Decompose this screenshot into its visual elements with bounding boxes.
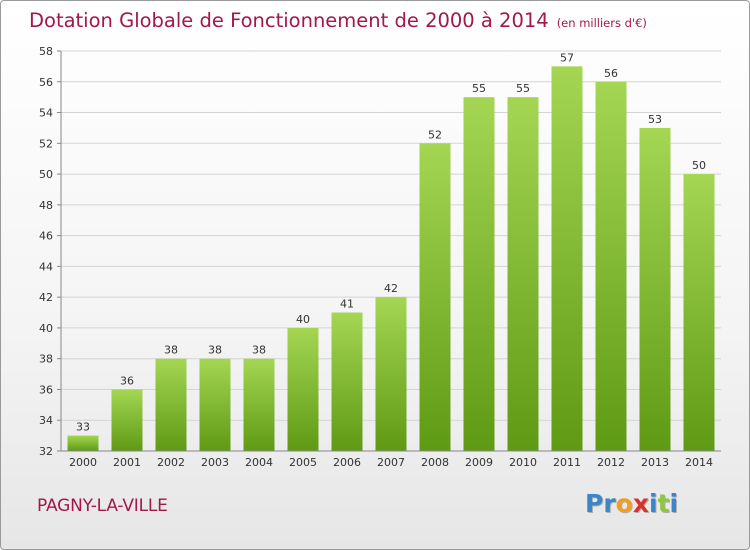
value-label: 33 [76,421,90,434]
y-tick-label: 38 [39,353,53,366]
x-tick-label: 2000 [69,456,97,469]
logo-letter: x [632,489,649,518]
chart-title: Dotation Globale de Fonctionnement de 20… [29,9,647,32]
y-tick-label: 50 [39,168,53,181]
bar-2002 [155,358,187,451]
logo-letter: r [603,489,616,518]
bar-2008 [419,143,451,452]
bar-2001 [111,389,143,451]
logo-letter: i [669,489,679,518]
bar-2006 [331,312,363,451]
logo-letter: t [657,489,670,518]
y-tick-label: 32 [39,445,53,458]
value-label: 40 [296,313,310,326]
x-tick-label: 2005 [289,456,317,469]
x-tick-label: 2002 [157,456,185,469]
chart-subtitle: (en milliers d'€) [556,16,647,30]
bar-2011 [551,66,583,451]
y-tick-label: 36 [39,383,53,396]
logo-letter: o [615,489,633,518]
logo-letter: i [649,489,658,518]
x-tick-label: 2010 [509,456,537,469]
bar-2009 [463,97,495,452]
bar-2003 [199,358,231,451]
value-label: 55 [516,82,530,95]
y-tick-label: 34 [39,414,53,427]
y-tick-label: 48 [39,199,53,212]
logo-letter: P [585,489,604,518]
bar-2005 [287,327,319,451]
location-label: PAGNY-LA-VILLE [37,496,168,516]
y-tick-label: 52 [39,137,53,150]
x-tick-label: 2001 [113,456,141,469]
bar-2013 [639,127,671,451]
value-label: 55 [472,82,486,95]
x-axis: 2000 2001 2002 2003 2004 2005 2006 2007 2008 2009… [61,450,721,469]
y-tick-label: 54 [39,107,53,120]
bar-2014 [683,174,715,452]
chart-title-text: Dotation Globale de Fonctionnement de 20… [29,9,549,32]
value-label: 38 [164,344,178,357]
y-tick-label: 40 [39,322,53,335]
bars: 33 36 38 38 38 40 41 42 52 55 55 57 56 53 50 [67,51,715,452]
value-label: 41 [340,298,354,311]
x-tick-label: 2003 [201,456,229,469]
x-tick-label: 2009 [465,456,493,469]
value-label: 50 [692,159,706,172]
x-tick-label: 2014 [685,456,713,469]
y-tick-label: 46 [39,230,53,243]
y-tick-label: 44 [39,260,53,273]
bar-2010 [507,97,539,452]
value-label: 36 [120,374,134,387]
value-label: 53 [648,113,662,126]
x-tick-label: 2013 [641,456,669,469]
x-tick-label: 2007 [377,456,405,469]
proxiti-logo[interactable]: Proxiti [585,489,678,518]
bar-2007 [375,297,407,451]
x-tick-label: 2006 [333,456,361,469]
x-tick-label: 2004 [245,456,273,469]
y-tick-label: 58 [39,45,53,58]
bar-2012 [595,81,627,452]
value-label: 52 [428,128,442,141]
bar-2004 [243,358,275,451]
y-axis: 32 34 36 38 40 42 44 46 48 50 52 54 56 58 [39,45,62,458]
y-tick-label: 42 [39,291,53,304]
value-label: 56 [604,67,618,80]
y-tick-label: 56 [39,76,53,89]
x-tick-label: 2008 [421,456,449,469]
value-label: 42 [384,282,398,295]
value-label: 57 [560,51,574,64]
bar-2000 [67,435,99,451]
x-tick-label: 2012 [597,456,625,469]
value-label: 38 [252,344,266,357]
x-tick-label: 2011 [553,456,581,469]
value-label: 38 [208,344,222,357]
